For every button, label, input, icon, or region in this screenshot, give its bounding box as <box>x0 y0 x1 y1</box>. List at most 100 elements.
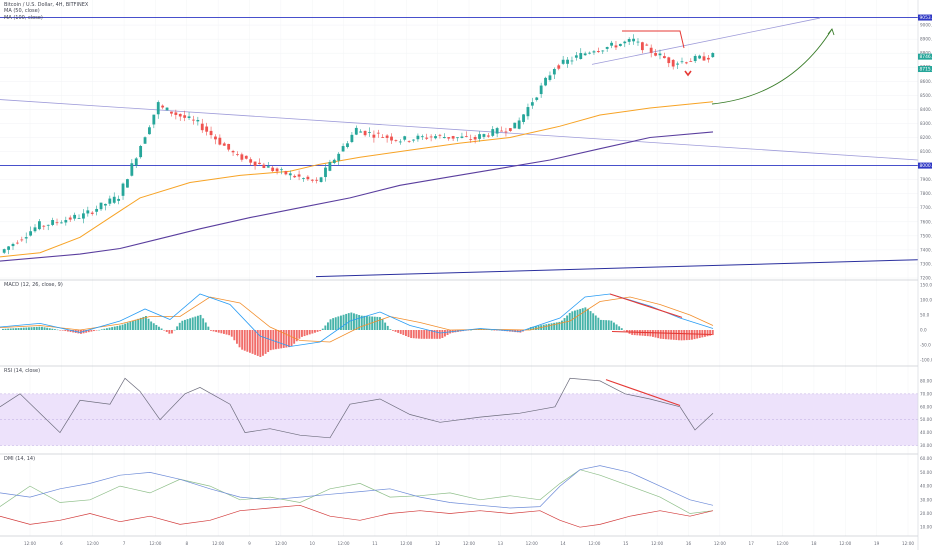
macd-histogram-bar <box>397 330 400 333</box>
macd-histogram-bar <box>275 330 277 350</box>
candle-body <box>288 173 292 176</box>
macd-histogram-bar <box>155 324 158 330</box>
ma-fast-legend[interactable]: MA (50, close) <box>4 8 40 15</box>
macd-histogram-bar <box>319 330 322 332</box>
macd-histogram-bar <box>163 330 166 331</box>
price-badge <box>918 53 932 60</box>
dmi-pane[interactable] <box>0 465 714 528</box>
candle-body <box>15 242 19 244</box>
candle-body <box>429 136 433 138</box>
candle-body <box>108 198 112 204</box>
macd-tick-label: -100.0 <box>920 358 932 363</box>
macd-histogram-bar <box>147 318 150 330</box>
macd-histogram-bar <box>132 320 134 330</box>
macd-histogram-bar <box>251 330 254 354</box>
macd-histogram-bar <box>363 315 366 330</box>
macd-histogram-bar <box>433 330 436 339</box>
candle-body <box>623 41 627 44</box>
macd-histogram-bar <box>241 330 244 350</box>
macd-histogram-bar <box>173 329 176 331</box>
candle-body <box>42 225 46 227</box>
macd-histogram-bar <box>675 330 678 341</box>
macd-histogram-bar <box>246 330 249 352</box>
macd-pane[interactable] <box>0 293 714 357</box>
macd-histogram-bar <box>410 330 413 339</box>
macd-histogram-bar <box>236 330 238 344</box>
macd-histogram-bar <box>121 324 124 330</box>
macd-title[interactable]: MACD (12, 26, close, 9) <box>4 282 63 288</box>
macd-histogram-bar <box>529 327 532 330</box>
macd-histogram-bar <box>691 330 693 340</box>
macd-histogram-bar <box>659 330 662 339</box>
candle-body <box>495 128 499 134</box>
macd-histogram-bar <box>581 308 584 330</box>
macd-histogram-bar <box>392 330 394 331</box>
macd-line <box>0 293 714 347</box>
macd-histogram-bar <box>670 330 673 340</box>
resistance-annotation <box>622 30 685 49</box>
macd-histogram-bar <box>680 330 683 341</box>
candle-body <box>359 131 363 133</box>
macd-histogram-bar <box>243 330 246 351</box>
candle-body <box>73 214 77 219</box>
price-tick-label: 7800.0 <box>920 191 932 196</box>
macd-histogram-bar <box>129 321 132 330</box>
macd-histogram-bar <box>67 330 69 332</box>
macd-histogram-bar <box>2 328 4 330</box>
ma-slow-legend[interactable]: MA (100, close) <box>4 14 43 21</box>
candle-body <box>557 65 561 69</box>
candle-body <box>535 97 539 100</box>
macd-histogram-bar <box>678 330 680 341</box>
price-axis[interactable]: 9000.08900.08800.08700.08600.08500.08400… <box>917 0 932 550</box>
candle-body <box>464 135 468 137</box>
macd-legend: MACD (12, 26, close, 9) <box>4 282 63 288</box>
candle-body <box>368 132 371 133</box>
macd-histogram-bar <box>615 324 618 330</box>
rsi-pane[interactable] <box>0 377 918 446</box>
candle-body <box>473 137 477 140</box>
candle-body <box>491 129 495 136</box>
grid-lines <box>0 0 918 536</box>
macd-histogram-bar <box>228 330 231 336</box>
macd-histogram-bar <box>7 328 10 330</box>
candle-body <box>332 159 336 164</box>
dmi-title[interactable]: DMI (14, 14) <box>4 456 36 462</box>
macd-histogram-bar <box>158 326 160 330</box>
macd-histogram-bar <box>607 320 610 330</box>
adx-line <box>0 465 714 509</box>
candle-body <box>460 136 464 138</box>
macd-histogram-bar <box>571 311 574 330</box>
candle-body <box>275 168 279 172</box>
macd-histogram-bar <box>693 330 696 340</box>
candle-body <box>451 136 455 139</box>
candle-body <box>438 134 442 136</box>
macd-histogram-bar <box>98 329 101 331</box>
macd-histogram-bar <box>311 330 314 334</box>
candle-body <box>442 137 446 139</box>
time-tick-label: 12 <box>435 541 441 546</box>
candle-body <box>319 177 323 182</box>
macd-histogram-bar <box>688 330 691 340</box>
macd-histogram-bar <box>555 322 558 330</box>
macd-histogram-bar <box>665 330 667 340</box>
macd-histogram-bar <box>238 330 241 348</box>
candle-body <box>134 158 138 166</box>
rsi-tick-label: 60.00 <box>920 404 932 409</box>
macd-histogram-bar <box>373 316 376 330</box>
price-pane[interactable] <box>0 17 919 278</box>
candle-body <box>346 143 349 148</box>
rsi-title[interactable]: RSI (14, close) <box>4 368 41 374</box>
candle-body <box>706 57 710 60</box>
candle-body <box>390 136 393 141</box>
macd-histogram-bar <box>165 330 168 332</box>
time-axis[interactable]: 12:00 6 12:00 7 12:00 8 12:00 9 12:00 10 12:00 11 12… <box>24 541 914 546</box>
macd-histogram-bar <box>256 330 259 356</box>
symbol-title[interactable]: Bitcoin / U.S. Dollar, 4H, BITFINEX <box>4 2 89 8</box>
time-tick-label: 13 <box>498 541 504 546</box>
macd-histogram-bar <box>618 326 621 330</box>
candle-body <box>271 167 275 172</box>
macd-histogram-bar <box>194 316 197 330</box>
macd-histogram-bar <box>355 314 358 330</box>
candle-body <box>385 135 389 138</box>
